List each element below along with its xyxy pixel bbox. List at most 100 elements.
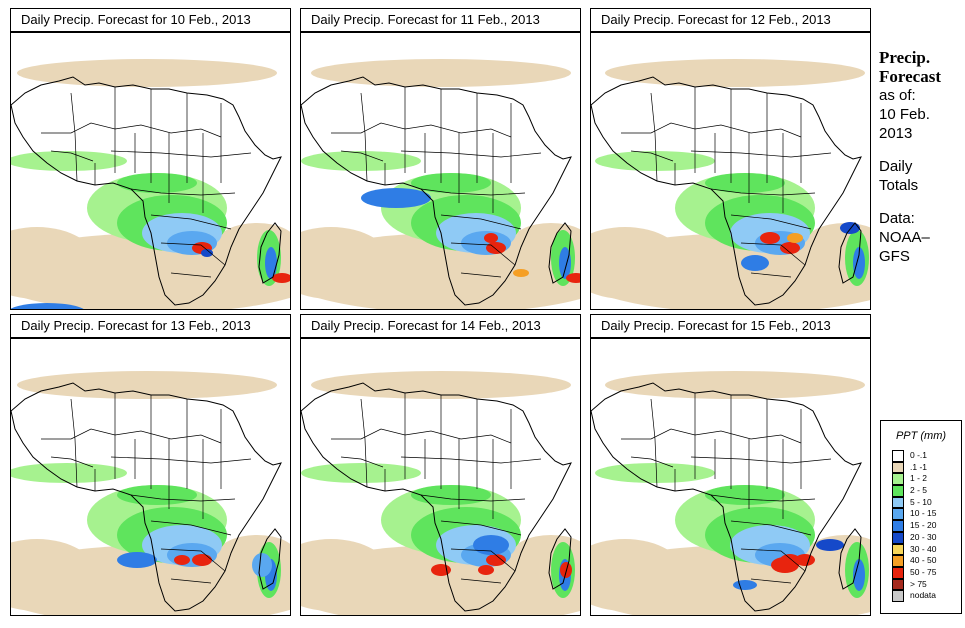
country-border [41, 428, 222, 444]
precip-blob [301, 227, 391, 299]
country-border [450, 548, 516, 572]
legend-label: 10 - 15 [910, 508, 937, 519]
forecast-panel-2: Daily Precip. Forecast for 12 Feb., 2013 [590, 8, 871, 310]
legend-swatch [892, 578, 904, 591]
precip-blob [853, 247, 865, 279]
country-border [170, 578, 212, 584]
precip-map [300, 338, 581, 616]
legend-swatch [892, 496, 904, 509]
country-border [110, 456, 252, 464]
precip-blob [486, 554, 506, 566]
coastline [548, 528, 572, 590]
precip-blob [771, 557, 799, 573]
sidebar-heading-line1: Precip. [879, 48, 931, 67]
precip-blob [733, 580, 757, 590]
precip-blob [11, 539, 97, 611]
precip-blob [117, 552, 157, 568]
forecast-panel-1: Daily Precip. Forecast for 11 Feb., 2013 [300, 8, 581, 310]
precip-blob [265, 247, 277, 279]
precip-blob [11, 303, 84, 309]
country-border [740, 242, 806, 266]
country-border [50, 150, 94, 162]
country-border [400, 150, 542, 158]
country-border [150, 214, 232, 230]
precip-blob [705, 485, 785, 505]
country-border [331, 122, 512, 138]
country-border [110, 150, 252, 158]
country-border [690, 456, 832, 464]
precip-map-svg [591, 59, 870, 309]
country-border [750, 578, 792, 584]
asof-label: as of: [879, 87, 916, 104]
precip-map-svg [11, 59, 290, 309]
legend-title: PPT (mm) [895, 430, 947, 442]
legend-label: 30 - 40 [910, 543, 937, 554]
precip-blob [816, 539, 844, 551]
precip-blob [840, 222, 860, 234]
legend-swatch [892, 590, 904, 602]
totals-line2: Totals [879, 177, 919, 194]
legend-swatch [892, 531, 904, 544]
country-border [650, 398, 658, 488]
panel-title: Daily Precip. Forecast for 10 Feb., 2013 [10, 8, 291, 32]
legend-label: 20 - 30 [910, 531, 937, 542]
precip-blob [484, 233, 498, 243]
country-border [460, 272, 502, 278]
precip-map-svg [11, 371, 290, 615]
legend-label: 1 - 2 [910, 473, 928, 484]
precip-blob [11, 463, 127, 483]
precip-blob [486, 242, 506, 254]
country-border [70, 92, 78, 182]
sidebar-info: Precip. Forecast as of: 10 Feb. 2013 Dai… [879, 48, 963, 266]
precip-blob [560, 562, 572, 578]
precip-blob [605, 59, 865, 87]
precip-blob [17, 371, 277, 399]
legend-label: .1 -1 [910, 461, 928, 472]
precip-blob [361, 188, 431, 208]
panel-title: Daily Precip. Forecast for 13 Feb., 2013 [10, 314, 291, 338]
precip-blob [559, 247, 571, 279]
country-border [360, 92, 368, 182]
panel-title: Daily Precip. Forecast for 15 Feb., 2013 [590, 314, 871, 338]
precip-map [590, 338, 871, 616]
forecast-panel-4: Daily Precip. Forecast for 14 Feb., 2013 [300, 314, 581, 616]
forecast-panel-0: Daily Precip. Forecast for 10 Feb., 2013 [10, 8, 291, 310]
country-border [621, 122, 802, 138]
precip-blob [252, 553, 272, 577]
legend-label: > 75 [910, 578, 927, 589]
country-border [621, 428, 802, 444]
precip-blob [605, 371, 865, 399]
coastline [838, 528, 862, 590]
country-border [41, 122, 222, 138]
forecast-panel-5: Daily Precip. Forecast for 15 Feb., 2013 [590, 314, 871, 616]
precip-blob [591, 539, 685, 611]
country-border [70, 398, 78, 488]
precip-blob [595, 463, 715, 483]
legend-label: 2 - 5 [910, 485, 928, 496]
data-source-line2: NOAA– [879, 229, 930, 246]
country-border [630, 456, 674, 468]
precip-blob [853, 559, 865, 591]
country-border [690, 150, 832, 158]
country-border [460, 578, 502, 584]
country-border [450, 242, 516, 266]
precip-map-svg [301, 59, 580, 309]
precip-map [590, 32, 871, 310]
coastline [258, 528, 282, 590]
precip-blob [591, 227, 685, 299]
precip-blob [192, 554, 212, 566]
legend-label: 40 - 50 [910, 555, 937, 566]
precip-blob [17, 59, 277, 87]
legend-swatch [892, 450, 904, 462]
country-border [630, 150, 674, 162]
country-border [730, 520, 812, 536]
precip-blob [478, 565, 494, 575]
precip-blob [795, 554, 815, 566]
legend-swatch [892, 520, 904, 532]
coastline [301, 382, 572, 612]
legend-label: 5 - 10 [910, 496, 932, 507]
country-border [730, 214, 812, 230]
forecast-panel-3: Daily Precip. Forecast for 13 Feb., 2013 [10, 314, 291, 616]
precip-blob [760, 232, 780, 244]
